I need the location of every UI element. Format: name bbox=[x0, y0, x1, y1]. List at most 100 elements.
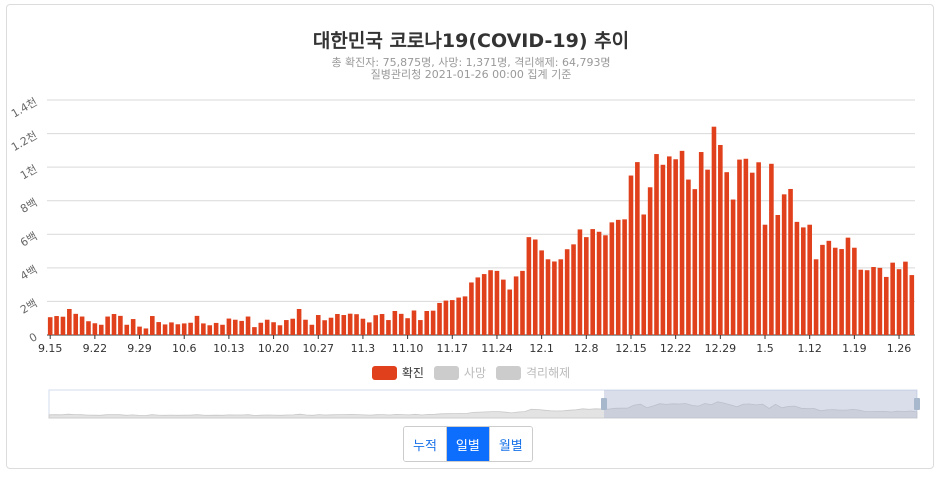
bar bbox=[437, 302, 442, 335]
bar bbox=[756, 162, 761, 335]
bar bbox=[743, 158, 749, 335]
bar bbox=[188, 322, 193, 335]
bar bbox=[162, 324, 168, 335]
bar bbox=[494, 270, 500, 335]
bar bbox=[379, 314, 385, 335]
bar bbox=[328, 317, 334, 335]
y-tick-label: 4백 bbox=[18, 263, 39, 283]
bar bbox=[220, 324, 225, 335]
bar bbox=[883, 276, 889, 335]
chart-subtitle-totals: 총 확진자: 75,875명, 사망: 1,371명, 격리해제: 64,793… bbox=[331, 56, 611, 69]
zoom-overview-area bbox=[48, 401, 918, 419]
bar bbox=[424, 310, 430, 335]
bar bbox=[105, 316, 110, 335]
bar bbox=[488, 270, 493, 335]
bar bbox=[232, 319, 238, 335]
bar bbox=[181, 323, 187, 335]
bar bbox=[660, 164, 666, 335]
bar bbox=[73, 313, 79, 335]
bar bbox=[832, 247, 838, 335]
bar bbox=[245, 316, 251, 335]
bar bbox=[711, 126, 717, 335]
bar bbox=[284, 320, 289, 335]
legend-item-deaths[interactable]: 사망 bbox=[433, 364, 486, 381]
bar bbox=[890, 262, 895, 335]
cumulative-button[interactable]: 누적 bbox=[404, 427, 447, 461]
bar bbox=[801, 227, 806, 335]
data-zoom-slider[interactable] bbox=[48, 389, 920, 419]
bar bbox=[392, 310, 398, 335]
bar bbox=[858, 269, 864, 335]
legend-swatch bbox=[371, 365, 397, 380]
bar bbox=[111, 314, 117, 335]
bar bbox=[826, 240, 832, 335]
bar bbox=[360, 318, 366, 335]
bar bbox=[175, 324, 181, 335]
bar bbox=[794, 221, 800, 335]
bar bbox=[92, 323, 98, 335]
zoom-handle-right[interactable] bbox=[914, 398, 920, 410]
x-tick-label: 10.6 bbox=[172, 342, 197, 355]
bar bbox=[590, 229, 595, 335]
bar bbox=[462, 296, 468, 335]
bar bbox=[303, 319, 308, 335]
x-tick-label: 12.29 bbox=[705, 342, 737, 355]
x-tick-label: 11.10 bbox=[392, 342, 424, 355]
bar bbox=[405, 318, 410, 335]
bar bbox=[705, 169, 710, 335]
bar bbox=[635, 162, 640, 335]
zoom-handle-left[interactable] bbox=[601, 398, 607, 410]
bar bbox=[258, 322, 264, 335]
zoom-selected-window[interactable] bbox=[604, 390, 917, 418]
bar bbox=[641, 214, 647, 335]
bar bbox=[686, 179, 691, 335]
daily-button[interactable]: 일별 bbox=[446, 427, 490, 461]
bar bbox=[769, 163, 774, 335]
bar bbox=[871, 267, 876, 335]
y-tick-label: 1.4천 bbox=[9, 94, 40, 120]
bar bbox=[558, 259, 564, 335]
bar bbox=[609, 222, 615, 335]
bar bbox=[513, 276, 519, 335]
bar bbox=[201, 323, 206, 335]
legend-item-recovered[interactable]: 격리해제 bbox=[496, 364, 570, 381]
x-tick-label: 1.12 bbox=[797, 342, 822, 355]
bar bbox=[335, 314, 340, 335]
bar bbox=[430, 310, 436, 335]
bar bbox=[896, 269, 902, 335]
bar bbox=[354, 314, 359, 335]
bar bbox=[864, 270, 870, 335]
chart-title: 대한민국 코로나19(COVID-19) 추이 bbox=[312, 30, 630, 52]
bar bbox=[820, 244, 825, 335]
x-tick-label: 9.15 bbox=[38, 342, 63, 355]
bar bbox=[398, 313, 404, 335]
bar bbox=[903, 261, 908, 335]
bar bbox=[775, 214, 781, 335]
bar bbox=[501, 279, 506, 335]
x-tick-label: 1.26 bbox=[887, 342, 912, 355]
bar bbox=[67, 308, 72, 335]
bar bbox=[226, 318, 232, 335]
legend-swatch bbox=[496, 365, 521, 380]
bar bbox=[156, 322, 161, 335]
x-tick-label: 12.15 bbox=[615, 342, 647, 355]
bar bbox=[781, 194, 787, 335]
bar bbox=[443, 300, 449, 335]
bar bbox=[839, 249, 844, 335]
y-tick-label: 1천 bbox=[18, 162, 40, 183]
bar bbox=[130, 319, 136, 335]
bar bbox=[762, 224, 768, 335]
bar bbox=[264, 319, 270, 335]
bar bbox=[322, 320, 327, 335]
x-tick-label: 9.22 bbox=[83, 342, 108, 355]
legend-item-confirmed[interactable]: 확진 bbox=[371, 364, 424, 381]
bar bbox=[615, 219, 621, 335]
bar bbox=[137, 326, 142, 335]
legend: 확진 사망 격리해제 bbox=[0, 364, 942, 381]
bar bbox=[654, 154, 659, 335]
monthly-button[interactable]: 월별 bbox=[489, 427, 532, 461]
y-tick-label: 2백 bbox=[18, 297, 39, 317]
bar bbox=[673, 159, 678, 335]
bar bbox=[475, 277, 481, 335]
bar bbox=[909, 275, 915, 335]
